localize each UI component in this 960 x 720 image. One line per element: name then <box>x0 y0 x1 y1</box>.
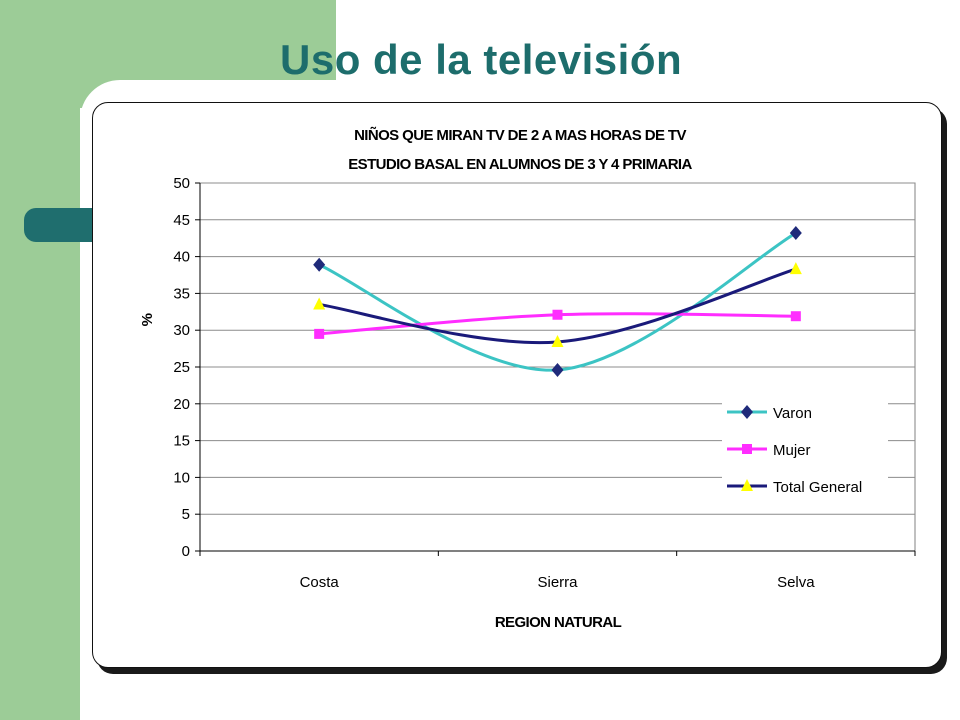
y-tick-label: 35 <box>173 285 190 302</box>
y-tick-label: 30 <box>173 322 190 339</box>
x-tick-label: Sierra <box>537 574 578 591</box>
decor-green-sidebar <box>0 0 80 720</box>
y-tick-label: 45 <box>173 212 190 229</box>
y-tick-label: 20 <box>173 396 190 413</box>
x-axis: Costa Sierra Selva <box>199 550 916 591</box>
x-tick-label: Costa <box>300 574 340 591</box>
y-axis: 0 5 10 15 20 25 30 35 40 45 50 <box>173 175 201 560</box>
legend-marker <box>741 479 753 491</box>
slide-title: Uso de la televisión <box>280 36 683 83</box>
data-point-square <box>314 328 325 339</box>
y-tick-label: 25 <box>173 359 190 376</box>
y-tick-label: 15 <box>173 433 190 450</box>
data-point-diamond <box>313 257 326 272</box>
legend-label: Total General <box>773 479 862 496</box>
legend-label: Mujer <box>773 442 811 459</box>
chart-title: NIÑOS QUE MIRAN TV DE 2 A MAS HORAS DE T… <box>354 126 686 144</box>
y-tick-label: 10 <box>173 469 190 486</box>
legend-marker <box>742 444 752 454</box>
legend: Varon Mujer Total General <box>722 400 888 500</box>
data-point-diamond <box>551 362 564 377</box>
y-tick-label: 50 <box>173 175 190 192</box>
y-axis-title: % <box>139 313 156 326</box>
data-point-triangle <box>313 297 326 310</box>
data-point-triangle <box>789 262 802 275</box>
data-point-diamond <box>789 226 802 241</box>
data-point-triangle <box>551 334 564 347</box>
chart-subtitle: ESTUDIO BASAL EN ALUMNOS DE 3 Y 4 PRIMAR… <box>348 156 692 173</box>
series-markers <box>313 226 802 377</box>
y-tick-label: 0 <box>182 543 190 560</box>
x-tick-label: Selva <box>777 574 815 591</box>
legend-marker <box>741 405 753 419</box>
legend-label: Varon <box>773 405 812 422</box>
y-tick-label: 5 <box>182 506 190 523</box>
x-axis-title: REGION NATURAL <box>495 614 622 631</box>
data-point-square <box>552 309 563 320</box>
data-point-square <box>790 311 801 322</box>
y-tick-label: 40 <box>173 249 190 266</box>
